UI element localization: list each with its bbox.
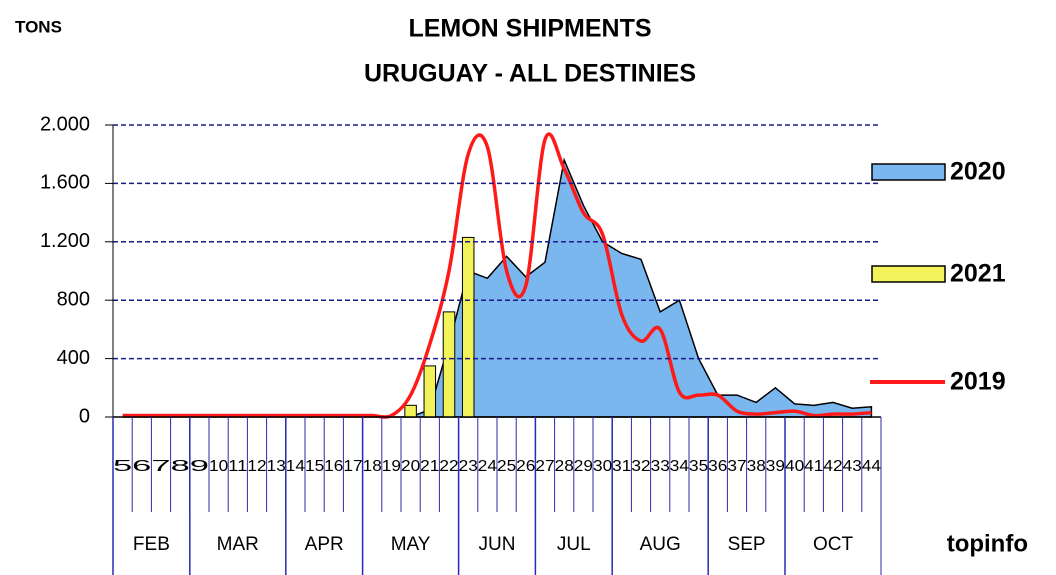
- x-tick-label: 11: [228, 458, 247, 475]
- x-tick-label: 14: [286, 458, 305, 475]
- y-tick-label: 800: [57, 288, 90, 310]
- y-tick-label: 1.600: [40, 172, 90, 194]
- x-tick-label: 7: [151, 458, 170, 475]
- x-tick-label: 31: [612, 458, 631, 475]
- month-label: AUG: [640, 534, 681, 555]
- month-label: JUN: [479, 534, 516, 555]
- x-tick-label: 33: [651, 458, 670, 475]
- x-tick-label: 26: [516, 458, 535, 475]
- y-axis-label: TONS: [15, 17, 62, 36]
- x-tick-label: 27: [535, 458, 554, 475]
- month-label: FEB: [133, 534, 170, 555]
- x-tick-label: 6: [132, 458, 151, 475]
- x-tick-label: 5: [113, 458, 132, 475]
- x-tick-label: 10: [209, 458, 228, 475]
- x-tick-label: 44: [862, 458, 881, 475]
- month-label: SEP: [728, 534, 766, 555]
- x-tick-label: 17: [343, 458, 362, 475]
- x-tick-label: 25: [497, 458, 516, 475]
- x-tick-label: 8: [171, 458, 190, 475]
- chart-title: URUGUAY - ALL DESTINIES: [364, 60, 696, 88]
- chart-title: LEMON SHIPMENTS: [408, 15, 651, 43]
- y-tick-label: 0: [79, 405, 90, 427]
- x-tick-label: 36: [708, 458, 727, 475]
- y-tick-label: 400: [57, 347, 90, 369]
- legend-label: 2020: [950, 158, 1006, 186]
- x-tick-label: 22: [439, 458, 458, 475]
- x-tick-label: 9: [190, 458, 209, 475]
- x-tick-label: 19: [382, 458, 401, 475]
- x-tick-label: 20: [401, 458, 420, 475]
- x-tick-label: 32: [631, 458, 650, 475]
- month-label: JUL: [557, 534, 591, 555]
- x-tick-label: 18: [363, 458, 382, 475]
- x-tick-label: 30: [593, 458, 612, 475]
- x-tick-label: 39: [766, 458, 785, 475]
- x-tick-label: 16: [324, 458, 343, 475]
- bar: [442, 311, 456, 418]
- bar: [461, 236, 475, 418]
- x-tick-label: 34: [670, 458, 689, 475]
- month-label: APR: [305, 534, 344, 555]
- bar: [404, 404, 417, 418]
- month-label: MAR: [217, 534, 259, 555]
- line-2019: [122, 132, 872, 419]
- legend-swatch: [871, 163, 946, 181]
- x-tick-label: 28: [555, 458, 574, 475]
- x-tick-label: 40: [785, 458, 804, 475]
- x-tick-label: 21: [420, 458, 439, 475]
- month-label: MAY: [391, 534, 431, 555]
- bar: [423, 365, 437, 418]
- x-tick-label: 15: [305, 458, 324, 475]
- legend-swatch: [871, 265, 946, 283]
- x-tick-label: 13: [267, 458, 286, 475]
- x-tick-label: 37: [727, 458, 746, 475]
- logo: topinfo: [947, 530, 1028, 557]
- y-tick-label: 1.200: [40, 230, 90, 252]
- x-tick-label: 35: [689, 458, 708, 475]
- x-tick-label: 43: [843, 458, 862, 475]
- month-label: OCT: [813, 534, 854, 555]
- x-tick-label: 12: [247, 458, 266, 475]
- x-tick-label: 24: [478, 458, 497, 475]
- x-tick-label: 23: [459, 458, 478, 475]
- x-tick-label: 29: [574, 458, 593, 475]
- x-tick-label: 42: [823, 458, 842, 475]
- legend-label: 2019: [950, 368, 1006, 396]
- x-tick-label: 38: [747, 458, 766, 475]
- x-tick-label: 41: [804, 458, 823, 475]
- legend-label: 2021: [950, 260, 1006, 288]
- y-tick-label: 2.000: [40, 113, 90, 135]
